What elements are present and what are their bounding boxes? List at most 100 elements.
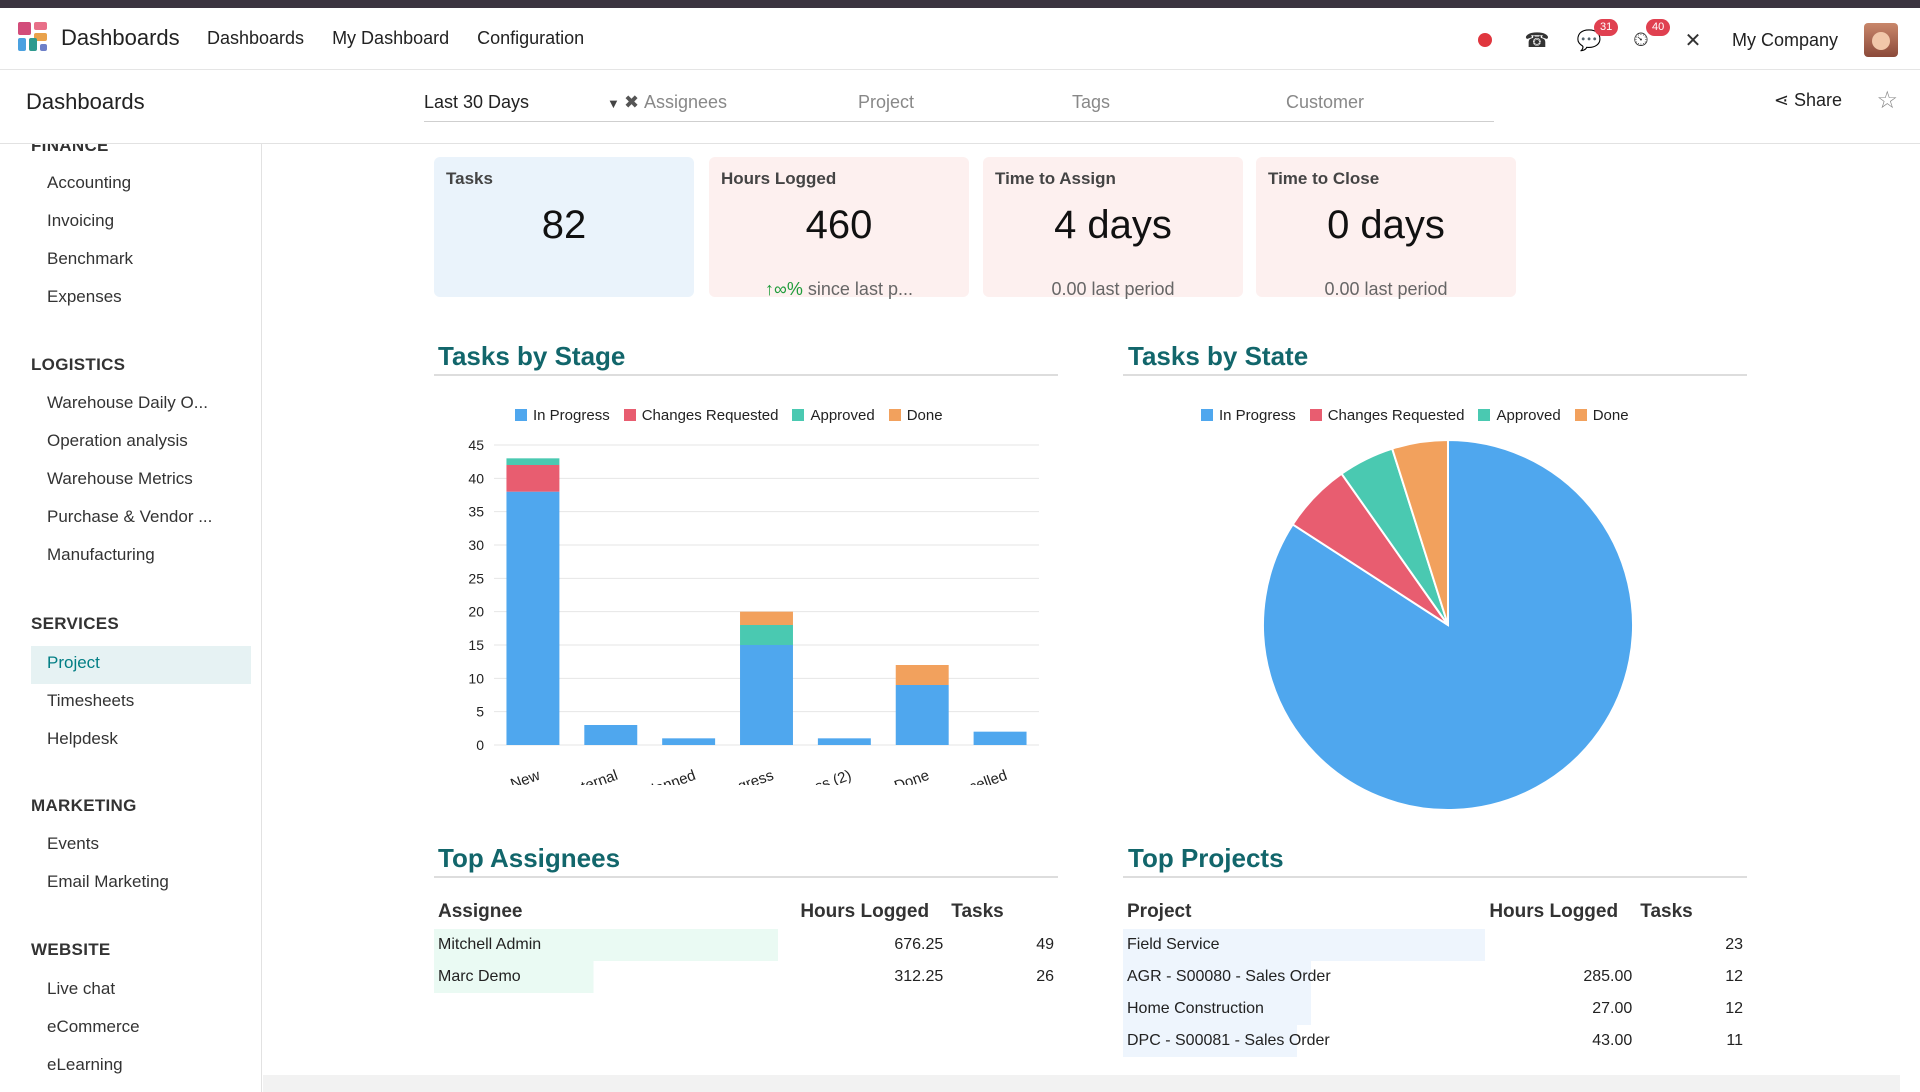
- tasks-by-stage-chart: 0 5 10 15 20 25 30 35 40 45 New Internal PlannedIn P…: [468, 437, 1039, 785]
- kpi-hours-logged[interactable]: Hours Logged 460 ↑∞% since last p...: [709, 157, 969, 299]
- sidebar-item-warehouse-daily[interactable]: Warehouse Daily O...: [47, 393, 208, 412]
- app-logo-icon[interactable]: [18, 22, 48, 52]
- bar-segment[interactable]: [740, 645, 793, 745]
- horizontal-scrollbar[interactable]: [263, 1075, 1900, 1092]
- share-label: Share: [1793, 90, 1842, 110]
- sidebar-item-manufacturing[interactable]: Manufacturing: [47, 545, 155, 564]
- legend-label: Changes Requested: [641, 407, 779, 424]
- sidebar-item-ecommerce[interactable]: eCommerce: [47, 1017, 140, 1036]
- divider: [1123, 876, 1747, 878]
- table-row[interactable]: Home Construction 27.00 12: [1123, 993, 1747, 1025]
- record-dot-icon[interactable]: [1472, 27, 1498, 53]
- legend-changes-requested[interactable]: Changes Requested: [1309, 407, 1464, 424]
- activity-clock-icon[interactable]: ⏲ 40: [1628, 19, 1671, 53]
- kpi-time-to-assign[interactable]: Time to Assign 4 days 0.00 last period: [983, 157, 1243, 299]
- hours-value: 285.00: [1583, 968, 1633, 985]
- bar-segment[interactable]: [506, 458, 560, 465]
- date-filter-caret-icon[interactable]: ▼: [607, 96, 620, 111]
- share-button[interactable]: ⋖ Share: [1774, 90, 1842, 111]
- filter-customer[interactable]: Customer: [1286, 92, 1365, 112]
- sidebar-item-helpdesk[interactable]: Helpdesk: [47, 729, 118, 748]
- table-row[interactable]: Mitchell Admin 676.25 49: [434, 929, 1058, 961]
- divider: [434, 374, 1058, 376]
- sidebar-item-events[interactable]: Events: [47, 834, 99, 853]
- bar-segment[interactable]: [584, 725, 638, 745]
- clear-filter-icon[interactable]: ✖: [624, 92, 640, 112]
- sidebar-item-benchmark[interactable]: Benchmark: [47, 249, 133, 268]
- app-title[interactable]: Dashboards: [61, 25, 180, 50]
- sidebar-item-elearning[interactable]: eLearning: [47, 1055, 123, 1074]
- legend-done[interactable]: Done: [888, 407, 943, 424]
- bar-segment[interactable]: [817, 738, 871, 745]
- kpi-value: 460: [805, 203, 873, 247]
- filter-tags[interactable]: Tags: [1072, 92, 1111, 112]
- bar-segment[interactable]: [895, 685, 949, 745]
- legend-label: Approved: [1496, 407, 1561, 424]
- share-icon: ⋖: [1773, 90, 1794, 110]
- menu-configuration[interactable]: Configuration: [477, 28, 585, 48]
- legend-changes-requested[interactable]: Changes Requested: [623, 407, 779, 424]
- x-tick-label: Planned: [640, 767, 698, 785]
- top-assignees-title: Top Assignees: [438, 843, 621, 873]
- favorite-star-icon[interactable]: ☆: [1876, 87, 1898, 114]
- x-tick-label: Done: [892, 767, 932, 785]
- table-row[interactable]: Marc Demo 312.25 26: [434, 961, 1058, 993]
- chat-icon[interactable]: 💬 31: [1576, 19, 1619, 53]
- sidebar-item-accounting[interactable]: Accounting: [47, 173, 132, 192]
- legend-approved[interactable]: Approved: [1478, 407, 1561, 424]
- tools-icon[interactable]: ✕: [1684, 29, 1702, 52]
- kpi-subtitle: 0.00 last period: [1324, 279, 1448, 299]
- top-projects-table: Project Hours Logged Tasks Field Service…: [1123, 895, 1747, 1057]
- y-tick-label: 25: [468, 570, 484, 586]
- bar-legend: In Progress Changes Requested Approved D…: [515, 407, 943, 424]
- table-row[interactable]: Field Service 23: [1123, 929, 1747, 961]
- section-website: WEBSITE: [31, 940, 111, 959]
- filter-project[interactable]: Project: [858, 92, 915, 112]
- sidebar-item-email-marketing[interactable]: Email Marketing: [47, 872, 169, 891]
- user-avatar[interactable]: [1864, 23, 1898, 57]
- pie-slice[interactable]: [1390, 438, 1449, 626]
- col-tasks: Tasks: [1640, 901, 1693, 922]
- sidebar-item-purchase-vendor[interactable]: Purchase & Vendor ...: [47, 507, 213, 526]
- filter-assignees[interactable]: Assignees: [644, 92, 728, 112]
- legend-done[interactable]: Done: [1574, 407, 1629, 424]
- x-tick-label: New: [508, 767, 542, 785]
- phone-icon[interactable]: ☎: [1524, 29, 1550, 52]
- y-tick-label: 35: [468, 504, 484, 520]
- y-tick-label: 40: [468, 470, 484, 486]
- bar-segment[interactable]: [740, 625, 793, 645]
- col-assignee: Assignee: [438, 901, 523, 922]
- bar-segment[interactable]: [506, 491, 560, 745]
- sidebar-item-warehouse-metrics[interactable]: Warehouse Metrics: [47, 469, 193, 488]
- y-tick-label: 20: [468, 604, 484, 620]
- bar-segment[interactable]: [662, 738, 716, 745]
- bar-segment[interactable]: [506, 465, 560, 492]
- bar-segment[interactable]: [895, 665, 949, 685]
- bar-segment[interactable]: [740, 611, 793, 625]
- sidebar-item-live-chat[interactable]: Live chat: [47, 979, 116, 998]
- legend-in-progress[interactable]: In Progress: [1201, 407, 1296, 424]
- company-switcher[interactable]: My Company: [1731, 29, 1838, 50]
- table-row[interactable]: AGR - S00080 - Sales Order 285.00 12: [1123, 961, 1747, 993]
- sidebar-item-invoicing[interactable]: Invoicing: [47, 211, 115, 230]
- kpi-title: Time to Close: [1268, 169, 1380, 188]
- menu-my-dashboard[interactable]: My Dashboard: [332, 28, 450, 48]
- legend-in-progress[interactable]: In Progress: [515, 407, 610, 424]
- legend-approved[interactable]: Approved: [792, 407, 875, 424]
- tasks-value: 12: [1725, 968, 1743, 985]
- sidebar-item-timesheets[interactable]: Timesheets: [47, 691, 135, 710]
- menu-dashboards[interactable]: Dashboards: [207, 28, 305, 48]
- project-name: AGR - S00080 - Sales Order: [1123, 961, 1486, 993]
- sidebar-item-project[interactable]: Project: [31, 646, 251, 684]
- kpi-time-to-close[interactable]: Time to Close 0 days 0.00 last period: [1256, 157, 1516, 299]
- kpi-value: 4 days: [1054, 203, 1172, 247]
- bar-segment[interactable]: [973, 731, 1027, 745]
- kpi-tasks[interactable]: Tasks 82: [434, 157, 694, 297]
- kpi-value: 82: [541, 203, 587, 247]
- hours-value: [1485, 929, 1636, 961]
- table-row[interactable]: DPC - S00081 - Sales Order 43.00 11: [1123, 1025, 1747, 1057]
- sidebar-item-expenses[interactable]: Expenses: [47, 287, 122, 306]
- sidebar-item-operation-analysis[interactable]: Operation analysis: [47, 431, 188, 450]
- date-filter-select[interactable]: Last 30 Days: [424, 92, 530, 112]
- top-assignees-table: Assignee Hours Logged Tasks Mitchell Adm…: [434, 895, 1058, 993]
